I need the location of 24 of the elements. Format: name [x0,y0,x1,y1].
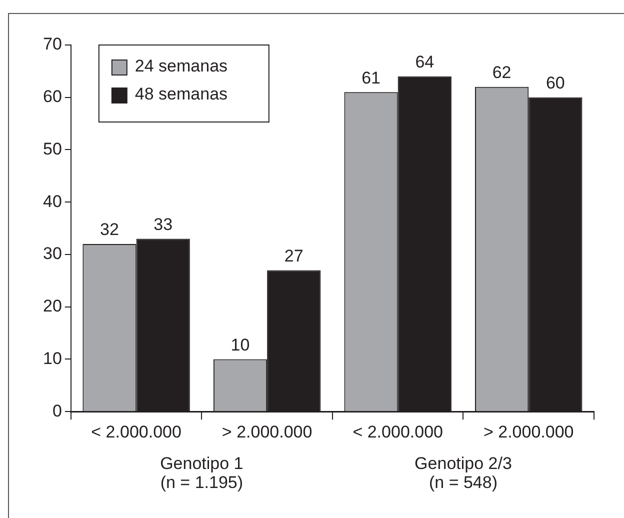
text: Genotipo 1 (n = 1.195) [160,454,244,492]
y-tick-label: 30 [42,244,62,264]
data-label: 10 [230,335,250,354]
x-tick-label: > 2.000.000 [222,422,312,442]
y-tick-label: 70 [42,34,62,54]
y-tick-label: 0 [52,401,62,420]
data-label: 32 [100,220,119,240]
text: Genotipo 2/3 (n = 548) [414,454,512,492]
x-tick-label: < 2.000.000 [352,422,443,442]
y-tick-label: 20 [42,296,62,316]
legend-label: 24 semanas [134,56,228,76]
y-tick-label: 60 [42,87,62,106]
data-label: 64 [415,52,434,72]
data-label: 60 [546,74,565,93]
x-tick-label: > 2.000.000 [483,422,574,442]
legend-label: 48 semanas [134,84,228,104]
data-label: 27 [284,246,304,266]
y-tick-label: 40 [42,192,62,211]
data-label: 62 [492,63,512,82]
data-label: 33 [154,214,173,234]
x-tick-label: < 2.000.000 [91,422,182,442]
data-label: 61 [362,68,380,88]
y-tick-label: 50 [42,139,62,158]
y-tick-label: 10 [42,348,62,368]
